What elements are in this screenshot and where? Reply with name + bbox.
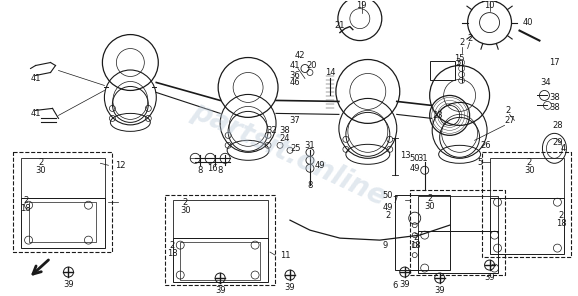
- Text: 17: 17: [549, 58, 560, 67]
- Text: 2: 2: [505, 106, 510, 115]
- Text: 8: 8: [198, 166, 203, 175]
- Text: 2: 2: [385, 211, 390, 220]
- Text: 20: 20: [307, 61, 317, 70]
- Text: 13: 13: [401, 151, 411, 160]
- Bar: [395, 195, 450, 270]
- Text: partsit.online: partsit.online: [187, 97, 391, 212]
- Text: 30: 30: [424, 202, 435, 211]
- Text: 16: 16: [207, 164, 217, 173]
- Text: 39: 39: [215, 286, 225, 295]
- Bar: [410, 190, 505, 275]
- Text: 41: 41: [30, 109, 41, 118]
- Text: 30: 30: [524, 166, 535, 175]
- Bar: [418, 231, 498, 273]
- Text: 25: 25: [291, 144, 301, 153]
- Text: 2: 2: [459, 38, 464, 47]
- Bar: [490, 198, 564, 254]
- Text: 4: 4: [561, 144, 566, 153]
- Text: 30: 30: [180, 206, 191, 215]
- Text: 29: 29: [552, 138, 562, 147]
- Text: 50: 50: [383, 191, 393, 200]
- Text: 42: 42: [295, 51, 305, 60]
- Text: 2: 2: [183, 198, 188, 207]
- Text: 24: 24: [280, 134, 290, 143]
- Text: 2: 2: [169, 241, 175, 250]
- Bar: [173, 238, 268, 282]
- Text: 2: 2: [23, 196, 28, 205]
- Text: 11: 11: [280, 251, 290, 260]
- Bar: [21, 158, 105, 198]
- Text: 49: 49: [383, 203, 393, 212]
- Text: 21: 21: [335, 21, 345, 30]
- Text: 28: 28: [552, 121, 563, 130]
- Bar: [180, 242, 260, 280]
- Text: 23: 23: [432, 111, 443, 120]
- Text: 19: 19: [357, 1, 367, 10]
- Bar: [490, 158, 564, 198]
- Text: 10: 10: [484, 1, 495, 10]
- Text: 6: 6: [392, 281, 398, 289]
- Text: 39: 39: [484, 273, 495, 281]
- Text: 2: 2: [559, 211, 564, 220]
- Text: 39: 39: [434, 286, 445, 295]
- Text: 8: 8: [307, 181, 313, 190]
- Text: 38: 38: [549, 103, 560, 112]
- Text: 40: 40: [523, 18, 533, 27]
- Text: 49: 49: [409, 164, 420, 173]
- Text: 18: 18: [167, 249, 177, 258]
- Text: 2: 2: [413, 233, 418, 242]
- Bar: [13, 152, 112, 252]
- Bar: [165, 195, 275, 285]
- Text: 50: 50: [409, 154, 420, 163]
- Text: 31: 31: [305, 141, 315, 150]
- Text: 32: 32: [266, 126, 277, 135]
- Text: 38: 38: [280, 126, 290, 135]
- Bar: [28, 202, 97, 242]
- Text: 18: 18: [556, 219, 566, 228]
- Text: 38: 38: [549, 93, 560, 102]
- Text: 39: 39: [399, 279, 410, 289]
- Text: 2: 2: [467, 34, 472, 43]
- Text: 49: 49: [314, 161, 325, 170]
- Text: 46: 46: [290, 78, 301, 87]
- Text: 14: 14: [325, 68, 335, 77]
- Text: 7: 7: [392, 196, 398, 205]
- Bar: [21, 198, 105, 248]
- Bar: [429, 60, 455, 81]
- Text: 18: 18: [20, 204, 31, 213]
- Bar: [173, 200, 268, 238]
- Text: 12: 12: [115, 161, 125, 170]
- Text: 36: 36: [290, 71, 301, 80]
- Text: 41: 41: [290, 61, 300, 70]
- Text: 39: 39: [63, 279, 74, 289]
- Text: 30: 30: [35, 166, 46, 175]
- Text: 2: 2: [427, 194, 432, 203]
- Text: 39: 39: [285, 282, 295, 292]
- Text: 41: 41: [30, 74, 41, 83]
- Text: 15: 15: [454, 54, 465, 63]
- Text: 5: 5: [477, 158, 482, 167]
- Text: 2: 2: [527, 158, 532, 167]
- Text: 31: 31: [417, 154, 428, 163]
- Bar: [418, 196, 498, 231]
- Text: 9: 9: [382, 241, 387, 250]
- Text: 2: 2: [38, 158, 43, 167]
- Text: 8: 8: [217, 166, 223, 175]
- Bar: [481, 152, 572, 257]
- Text: 37: 37: [290, 116, 301, 125]
- Text: 26: 26: [480, 141, 491, 150]
- Text: 18: 18: [410, 241, 421, 250]
- Text: 34: 34: [540, 78, 551, 87]
- Text: 3: 3: [455, 58, 460, 67]
- Text: 27: 27: [504, 116, 515, 125]
